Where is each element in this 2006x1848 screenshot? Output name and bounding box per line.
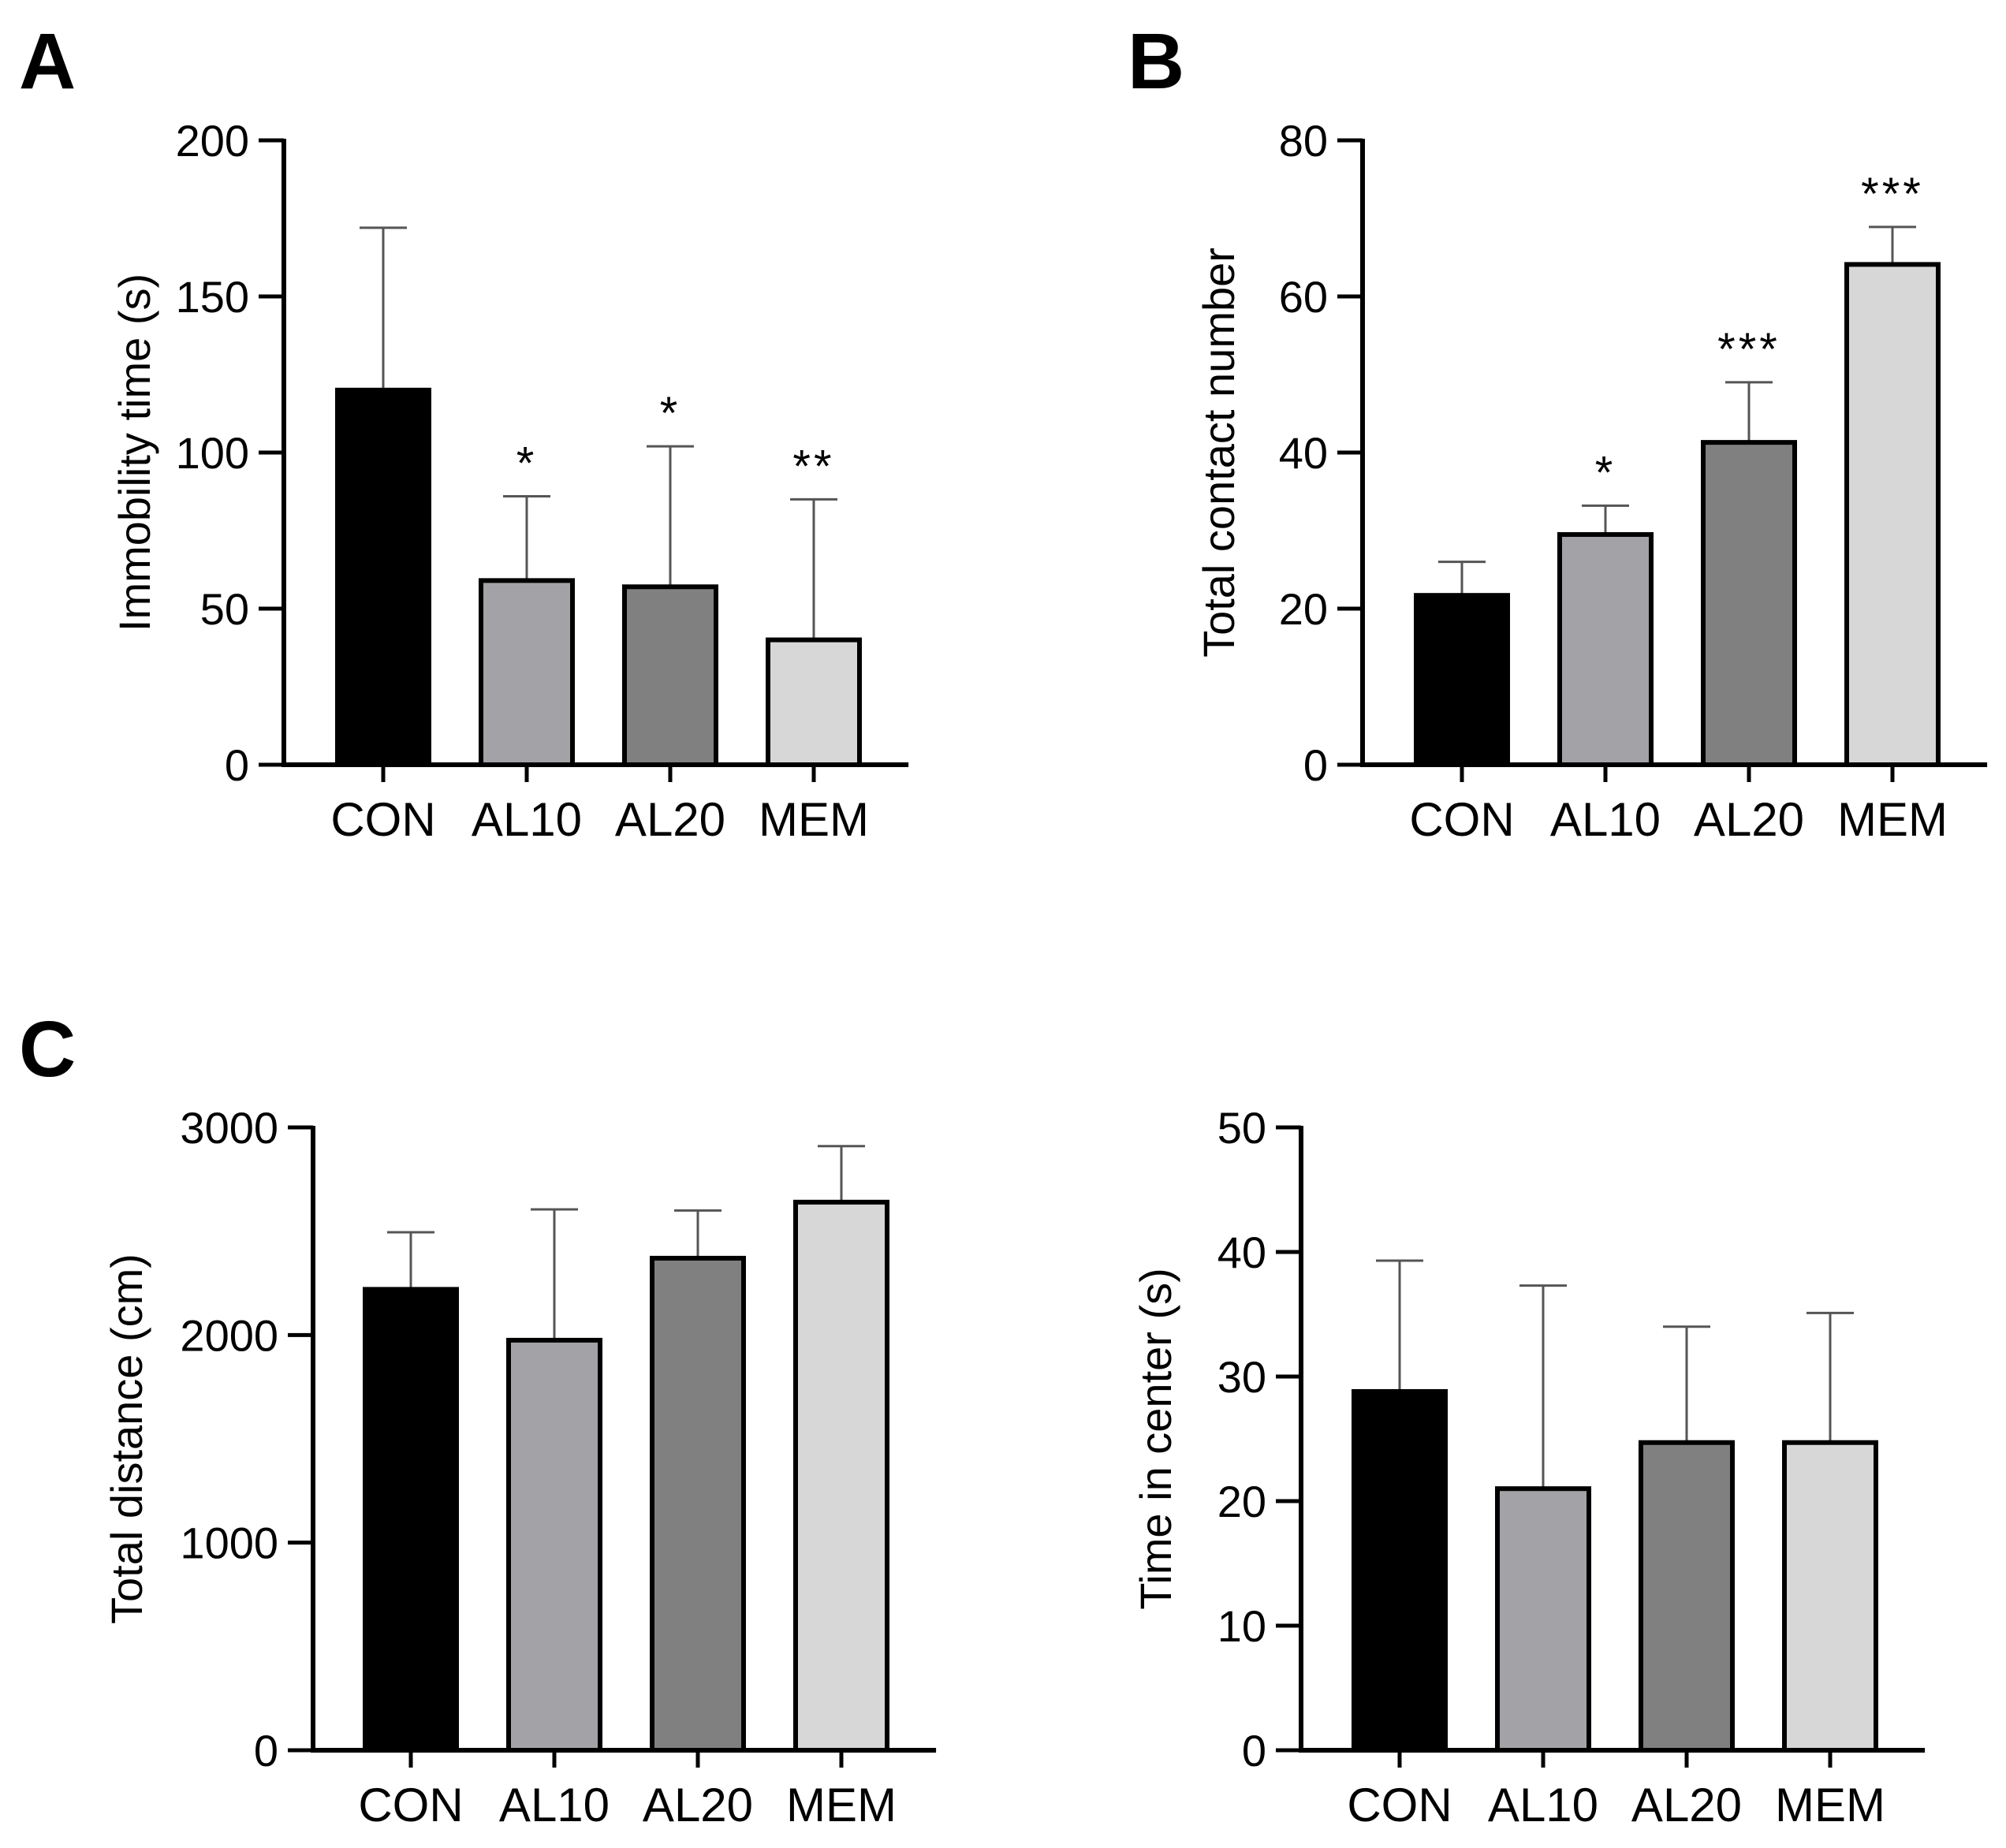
x-tick-label-al20: AL20 [643, 1779, 753, 1831]
x-tick-label-mem: MEM [1837, 793, 1948, 846]
y-tick-label: 20 [1217, 1477, 1266, 1526]
significance-label-al10: * [516, 438, 538, 489]
y-axis-title: Time in center (s) [1131, 1268, 1180, 1610]
chart-panel-A: A Immobility time (s) CON * AL10 * AL20 ** MEM 0 5… [19, 17, 909, 846]
bar-con [335, 387, 431, 767]
y-axis-title: Total contact number [1194, 248, 1243, 658]
x-tick-label-al20: AL20 [1694, 793, 1804, 846]
chart-panel-C1: C Total distance (cm) CON AL10 AL20 MEM 0 1000 2… [19, 1005, 937, 1831]
significance-label-mem: ** [792, 441, 834, 492]
y-tick-label: 0 [1242, 1726, 1266, 1775]
bar-mem [1844, 262, 1941, 768]
y-tick-label: 0 [254, 1726, 278, 1775]
y-tick-label: 3000 [180, 1103, 278, 1153]
y-tick-label: 0 [1303, 740, 1328, 790]
x-tick-label-al10: AL10 [472, 793, 582, 846]
bar-al20 [1639, 1440, 1735, 1753]
x-tick-label-al10: AL10 [499, 1779, 610, 1831]
panel-label: A [19, 17, 76, 106]
y-tick-label: 40 [1217, 1228, 1266, 1277]
significance-label-mem: *** [1861, 169, 1924, 220]
bar-mem [1782, 1440, 1878, 1753]
bar-mem [766, 637, 862, 767]
bar-con [1414, 593, 1510, 767]
x-tick-label-con: CON [1409, 793, 1514, 846]
x-tick-label-con: CON [358, 1779, 463, 1831]
y-tick-label: 1000 [180, 1518, 278, 1568]
y-tick-label: 30 [1217, 1352, 1266, 1402]
bar-al20 [1701, 440, 1797, 767]
x-tick-label-al20: AL20 [1631, 1779, 1742, 1831]
x-tick-label-mem: MEM [1775, 1779, 1885, 1831]
y-tick-label: 50 [200, 584, 249, 634]
bar-al10 [1557, 531, 1654, 767]
x-tick-label-al20: AL20 [615, 793, 725, 846]
x-tick-label-mem: MEM [759, 793, 869, 846]
x-tick-label-con: CON [330, 793, 435, 846]
y-tick-label: 2000 [180, 1310, 278, 1360]
significance-label-al20: * [660, 388, 681, 439]
bar-mem [793, 1199, 889, 1753]
y-tick-label: 80 [1279, 116, 1328, 166]
y-tick-label: 50 [1217, 1103, 1266, 1153]
bar-al20 [622, 584, 718, 768]
y-tick-label: 10 [1217, 1601, 1266, 1651]
x-tick-label-mem: MEM [786, 1779, 897, 1831]
panel-label: C [19, 1005, 76, 1094]
chart-panel-C2: Time in center (s) CON AL10 AL20 MEM 0 10 20 30 4… [1131, 1103, 1926, 1831]
bar-al10 [479, 578, 575, 767]
x-tick-label-al10: AL10 [1550, 793, 1661, 846]
bar-con [363, 1287, 459, 1753]
y-tick-label: 60 [1279, 272, 1328, 322]
chart-panel-B: B Total contact number CON * AL10 *** AL20 *** M… [1128, 17, 1988, 846]
y-tick-label: 150 [176, 272, 249, 322]
panel-label: B [1128, 17, 1184, 106]
significance-label-al20: *** [1717, 324, 1780, 375]
y-axis-title: Immobility time (s) [110, 274, 159, 632]
y-tick-label: 100 [176, 428, 249, 478]
y-tick-label: 0 [225, 740, 249, 790]
y-tick-label: 40 [1279, 428, 1328, 478]
y-tick-label: 200 [176, 116, 249, 166]
y-axis-title: Total distance (cm) [102, 1254, 151, 1624]
x-tick-label-al10: AL10 [1488, 1779, 1598, 1831]
bar-al20 [650, 1255, 746, 1753]
y-tick-label: 20 [1279, 584, 1328, 634]
bar-al10 [506, 1337, 602, 1753]
bar-al10 [1495, 1486, 1591, 1753]
x-tick-label-con: CON [1347, 1779, 1452, 1831]
bar-con [1352, 1388, 1448, 1753]
significance-label-al10: * [1595, 447, 1616, 498]
